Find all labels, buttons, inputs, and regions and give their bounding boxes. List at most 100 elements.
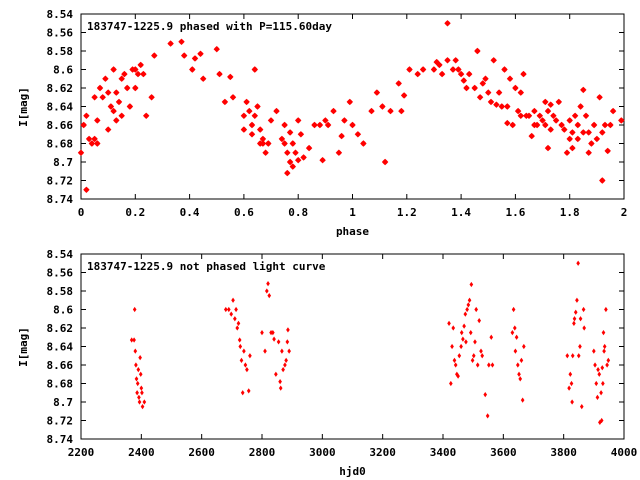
x-tick-label: 1.6 [505, 206, 525, 219]
x-axis-label: phase [336, 225, 369, 238]
data-point [239, 357, 244, 363]
data-point [525, 112, 533, 119]
data-point [197, 50, 204, 57]
data-point [457, 70, 465, 78]
x-tick-label: 1.8 [560, 206, 580, 219]
data-point [471, 353, 476, 359]
chart-1: 0 0.2 0.4 0.6 0.8 1 1.2 1.4 1.6 1.8 2 8.54 8.56 8.58 8… [17, 8, 627, 238]
data-point [544, 107, 552, 115]
data-point [599, 417, 604, 424]
data-point [430, 66, 438, 73]
data-point [248, 353, 252, 359]
data-point [134, 362, 138, 368]
data-point [178, 38, 185, 45]
data-point [515, 362, 520, 368]
data-point [518, 376, 523, 382]
data-point [243, 98, 250, 106]
data-point [576, 353, 581, 359]
data-point [311, 121, 318, 129]
y-tick-label: 8.64 [47, 341, 74, 354]
data-point [126, 103, 134, 110]
data-point [406, 66, 413, 73]
data-point [596, 94, 603, 101]
data-point [281, 121, 288, 129]
data-point [91, 94, 98, 101]
data-point [547, 101, 554, 108]
data-point [569, 144, 576, 152]
data-point [456, 373, 460, 379]
x-tick-label: 1.4 [451, 206, 471, 219]
x-tick-label: 0.8 [288, 206, 308, 219]
data-point [138, 371, 143, 377]
data-point [462, 323, 466, 329]
data-point [598, 419, 602, 425]
data-point [474, 306, 479, 313]
data-point [599, 177, 606, 184]
data-point [360, 140, 367, 147]
data-point [596, 367, 600, 373]
data-point [137, 61, 144, 69]
data-point [265, 140, 272, 147]
data-point [592, 348, 596, 354]
data-point [77, 149, 85, 156]
data-point [272, 336, 276, 342]
data-point [271, 330, 275, 336]
plot-frame [80, 13, 625, 200]
data-point [455, 66, 462, 73]
data-point [528, 132, 535, 140]
data-point [558, 121, 565, 129]
data-point [582, 325, 586, 331]
data-point [533, 121, 541, 129]
data-point [490, 362, 495, 368]
y-tick-label: 8.58 [47, 45, 74, 58]
data-point [471, 84, 478, 92]
x-tick-label: 0 [78, 206, 85, 219]
data-point [485, 89, 492, 96]
data-point [536, 112, 543, 119]
y-tick-label: 8.56 [47, 267, 74, 280]
y-tick-label: 8.66 [47, 119, 74, 132]
data-point [132, 306, 137, 313]
x-tick-label: 3400 [430, 446, 457, 459]
data-point [450, 343, 454, 350]
y-tick-label: 8.72 [47, 415, 74, 428]
data-point [229, 94, 237, 101]
x-tick-label: 1.2 [397, 206, 417, 219]
data-point [115, 98, 123, 106]
data-point [498, 103, 505, 110]
y-tick-label: 8.7 [53, 396, 73, 409]
data-point [495, 89, 503, 96]
data-point [566, 117, 573, 124]
data-point [213, 46, 220, 53]
data-point [267, 117, 275, 124]
data-point [276, 339, 281, 345]
data-point [449, 380, 453, 387]
data-point [561, 126, 568, 133]
data-point [246, 107, 253, 115]
data-point [572, 316, 577, 322]
data-point [189, 66, 196, 73]
data-point [237, 337, 242, 343]
data-point [94, 140, 101, 147]
chart-title: 183747-1225.9 not phased light curve [87, 260, 326, 273]
data-point [487, 362, 491, 368]
data-point [477, 318, 482, 324]
data-point [227, 73, 234, 81]
data-point [324, 121, 332, 129]
data-point [137, 399, 142, 405]
data-point [470, 357, 475, 363]
y-tick-label: 8.66 [47, 359, 74, 372]
data-point [476, 94, 484, 101]
data-point [438, 70, 446, 78]
data-point [105, 89, 112, 96]
data-point [501, 66, 508, 73]
data-point [286, 327, 290, 333]
data-point [568, 371, 573, 377]
data-point [349, 121, 356, 129]
data-point [609, 107, 617, 115]
data-point [453, 362, 458, 368]
data-point [338, 132, 345, 140]
x-tick-label: 0.2 [125, 206, 145, 219]
data-point [216, 70, 223, 78]
data-point [593, 362, 597, 368]
